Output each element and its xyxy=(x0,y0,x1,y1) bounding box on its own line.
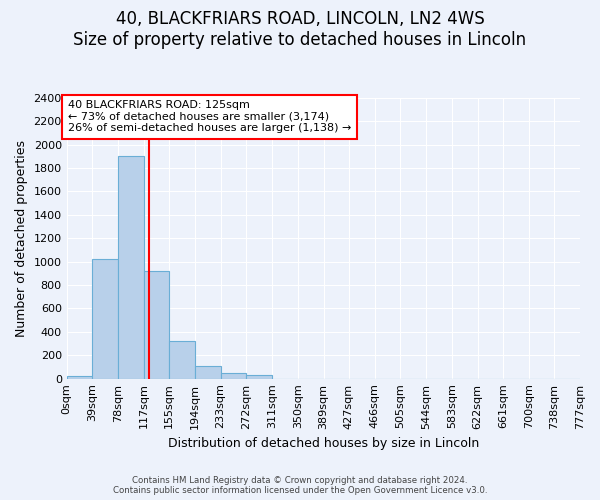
Bar xyxy=(67,376,92,378)
Text: 40 BLACKFRIARS ROAD: 125sqm
← 73% of detached houses are smaller (3,174)
26% of : 40 BLACKFRIARS ROAD: 125sqm ← 73% of det… xyxy=(68,100,352,134)
Text: 40, BLACKFRIARS ROAD, LINCOLN, LN2 4WS
Size of property relative to detached hou: 40, BLACKFRIARS ROAD, LINCOLN, LN2 4WS S… xyxy=(73,10,527,49)
Bar xyxy=(195,366,221,378)
Bar xyxy=(221,373,247,378)
Bar xyxy=(92,258,118,378)
Text: Contains HM Land Registry data © Crown copyright and database right 2024.
Contai: Contains HM Land Registry data © Crown c… xyxy=(113,476,487,495)
Bar xyxy=(118,156,144,378)
Bar xyxy=(169,341,195,378)
Y-axis label: Number of detached properties: Number of detached properties xyxy=(15,140,28,336)
Bar xyxy=(144,271,169,378)
X-axis label: Distribution of detached houses by size in Lincoln: Distribution of detached houses by size … xyxy=(168,437,479,450)
Bar xyxy=(247,375,272,378)
